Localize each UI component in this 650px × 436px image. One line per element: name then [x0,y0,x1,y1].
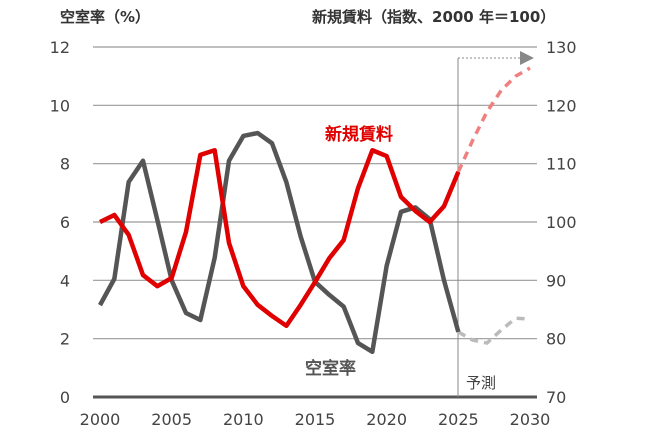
left-axis-ticks: 0 2 4 6 8 10 12 [50,38,70,407]
rent-series-label: 新規賃料 [325,124,393,145]
right-tick-label: 110 [546,155,577,174]
left-tick-label: 0 [60,388,70,407]
left-tick-label: 8 [60,155,70,174]
right-axis-ticks: 70 80 90 100 110 120 130 [546,38,577,407]
right-tick-label: 80 [546,330,566,349]
right-tick-label: 130 [546,38,577,57]
forecast-label: 予測 [466,374,496,392]
x-tick-label: 2030 [510,410,551,429]
x-tick-label: 2010 [223,410,264,429]
right-axis-title: 新規賃料（指数、2000 年＝100） [312,8,555,26]
vacancy-forecast-line [457,316,531,345]
left-axis-title: 空室率（%） [60,8,150,26]
right-tick-label: 90 [546,271,566,290]
forecast-arrow-icon [520,51,534,65]
right-tick-label: 100 [546,213,577,232]
left-tick-label: 12 [50,38,70,57]
x-tick-label: 2025 [438,410,479,429]
left-tick-label: 6 [60,213,70,232]
left-tick-label: 2 [60,330,70,349]
x-tick-label: 2015 [295,410,336,429]
right-tick-label: 120 [546,96,577,115]
rent-forecast-line [456,66,531,173]
x-tick-label: 2020 [366,410,407,429]
forecast-marker: 予測 [457,51,534,397]
rent-line [99,148,461,329]
right-tick-label: 70 [546,388,566,407]
left-tick-label: 10 [50,96,70,115]
vacancy-line [98,130,461,355]
x-axis-ticks: 2000 2005 2010 2015 2020 2025 2030 [80,410,551,429]
left-tick-label: 4 [60,271,70,290]
x-tick-label: 2005 [151,410,192,429]
vacancy-series-label: 空室率 [305,358,356,379]
x-tick-label: 2000 [80,410,121,429]
series-lines [98,66,531,355]
